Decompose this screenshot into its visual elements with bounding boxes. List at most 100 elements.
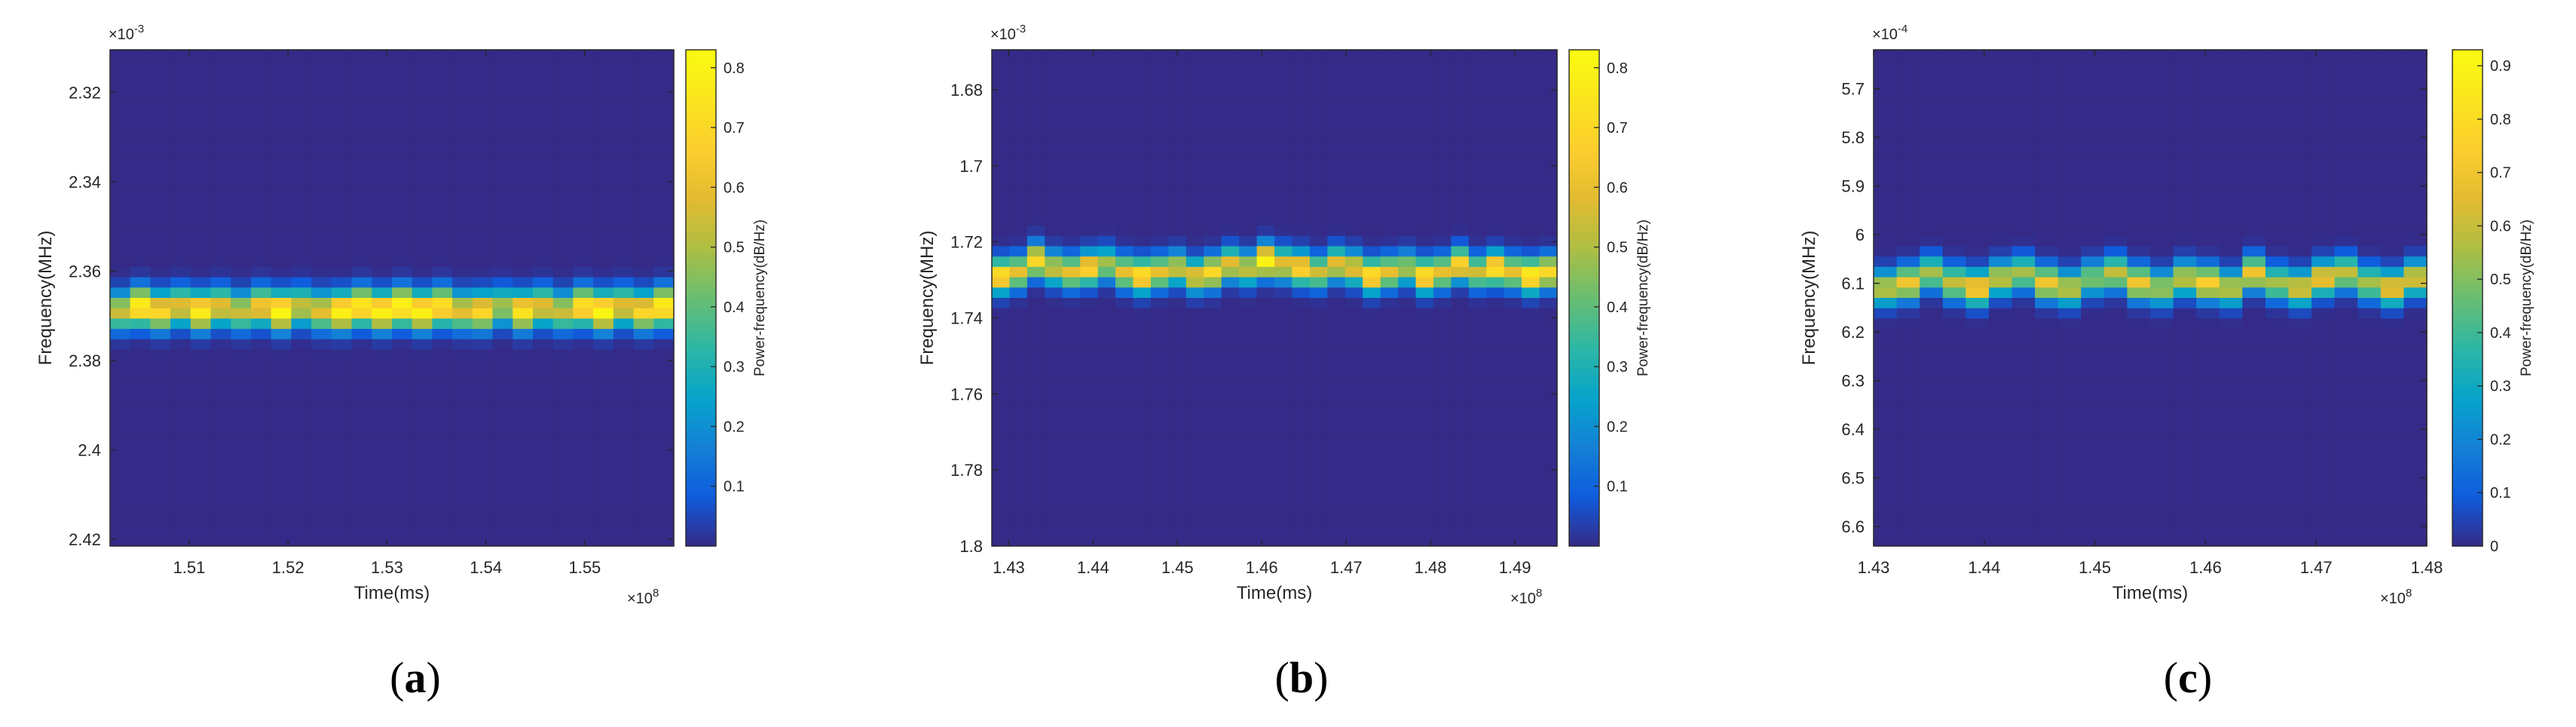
heatmap-cell: [1896, 432, 1920, 443]
heatmap-cell: [1380, 329, 1399, 340]
heatmap-cell: [1274, 70, 1293, 81]
heatmap-cell: [271, 329, 292, 340]
heatmap-cell: [1966, 339, 1990, 351]
heatmap-cell: [492, 298, 513, 309]
heatmap-cell: [1345, 121, 1363, 133]
heatmap-cell: [2081, 112, 2105, 123]
heatmap-cell: [2288, 514, 2312, 526]
heatmap-cell: [2380, 339, 2405, 351]
heatmap-cell: [1451, 308, 1470, 320]
heatmap-cell: [1468, 163, 1487, 175]
heatmap-cell: [1398, 215, 1417, 226]
heatmap-cell: [1942, 298, 1966, 309]
heatmap-cell: [1097, 442, 1116, 454]
heatmap-cell: [2219, 525, 2243, 536]
colorbar-band: [686, 90, 716, 97]
heatmap-cell: [1522, 287, 1540, 299]
heatmap-cell: [130, 60, 151, 72]
heatmap-cell: [1486, 121, 1505, 133]
heatmap-cell: [1097, 60, 1116, 72]
colorbar-band: [2452, 529, 2483, 535]
heatmap-cell: [1988, 81, 2013, 92]
heatmap-cell: [1920, 494, 1944, 505]
heatmap-cell: [291, 225, 312, 237]
heatmap-cell: [1874, 463, 1898, 474]
heatmap-cell: [512, 514, 534, 526]
colorbar-band: [1569, 322, 1599, 328]
colorbar-band: [2452, 335, 2483, 340]
heatmap-cell: [2242, 298, 2266, 309]
heatmap-cell: [452, 50, 473, 61]
heatmap-cell: [1256, 246, 1275, 257]
heatmap-cell: [2219, 463, 2243, 474]
heatmap-cell: [1274, 349, 1293, 360]
heatmap-cell: [130, 432, 151, 443]
heatmap-cell: [1097, 494, 1116, 505]
heatmap-cell: [311, 525, 332, 536]
heatmap-cell: [231, 70, 252, 81]
heatmap-cell: [633, 474, 654, 485]
heatmap-cell: [452, 121, 473, 133]
heatmap-cell: [1239, 432, 1258, 443]
heatmap-cell: [1415, 121, 1434, 133]
heatmap-cell: [251, 112, 272, 123]
heatmap-cell: [1415, 101, 1434, 112]
heatmap-cell: [2127, 256, 2151, 268]
heatmap-cell: [2288, 401, 2312, 413]
heatmap-cell: [1133, 194, 1152, 206]
heatmap-cell: [271, 452, 292, 464]
heatmap-cell: [573, 132, 594, 143]
heatmap-cell: [251, 360, 272, 371]
heatmap-cell: [311, 505, 332, 516]
heatmap-cell: [2380, 287, 2405, 299]
heatmap-cell: [2196, 50, 2220, 61]
colorbar-band: [2452, 194, 2483, 200]
heatmap-cell: [1045, 463, 1063, 474]
heatmap-cell: [1451, 256, 1470, 268]
heatmap-cell: [1522, 535, 1540, 547]
heatmap-cell: [110, 204, 131, 216]
heatmap-cell: [311, 121, 332, 133]
colorbar-band: [2452, 446, 2483, 452]
heatmap-cell: [2196, 287, 2220, 299]
heatmap-cell: [411, 132, 433, 143]
heatmap-cell: [2127, 194, 2151, 206]
heatmap-cell: [1239, 153, 1258, 164]
heatmap-cell: [472, 318, 494, 330]
heatmap-cell: [2334, 349, 2358, 360]
heatmap-cell: [1026, 370, 1045, 382]
heatmap-cell: [331, 452, 353, 464]
heatmap-cell: [573, 452, 594, 464]
heatmap-cell: [633, 81, 654, 92]
heatmap-cell: [1874, 60, 1898, 72]
heatmap-cell: [1522, 452, 1540, 464]
heatmap-cell: [1380, 60, 1399, 72]
heatmap-cell: [2150, 266, 2174, 278]
heatmap-cell: [271, 380, 292, 391]
heatmap-cell: [1327, 204, 1346, 216]
x-tick-label: 1.43: [1858, 558, 1890, 577]
heatmap-cell: [190, 132, 212, 143]
heatmap-cell: [1204, 349, 1222, 360]
heatmap-cell: [392, 194, 413, 206]
heatmap-cell: [1186, 163, 1204, 175]
heatmap-cell: [1504, 308, 1522, 320]
heatmap-cell: [2311, 153, 2336, 164]
heatmap-cell: [1398, 483, 1417, 495]
heatmap-cell: [1433, 483, 1452, 495]
heatmap-cell: [1874, 204, 1898, 216]
heatmap-cell: [1133, 112, 1152, 123]
heatmap-cell: [291, 318, 312, 330]
heatmap-cell: [1221, 308, 1240, 320]
heatmap-cell: [613, 318, 635, 330]
heatmap-cell: [2380, 90, 2405, 103]
heatmap-cell: [472, 391, 494, 402]
heatmap-cell: [1398, 277, 1417, 288]
heatmap-cell: [512, 143, 534, 154]
heatmap-cell: [593, 329, 614, 340]
heatmap-cell: [533, 370, 554, 382]
heatmap-cell: [1380, 215, 1399, 226]
heatmap-cell: [1398, 474, 1417, 485]
heatmap-cell: [1874, 194, 1898, 206]
heatmap-cell: [311, 173, 332, 185]
